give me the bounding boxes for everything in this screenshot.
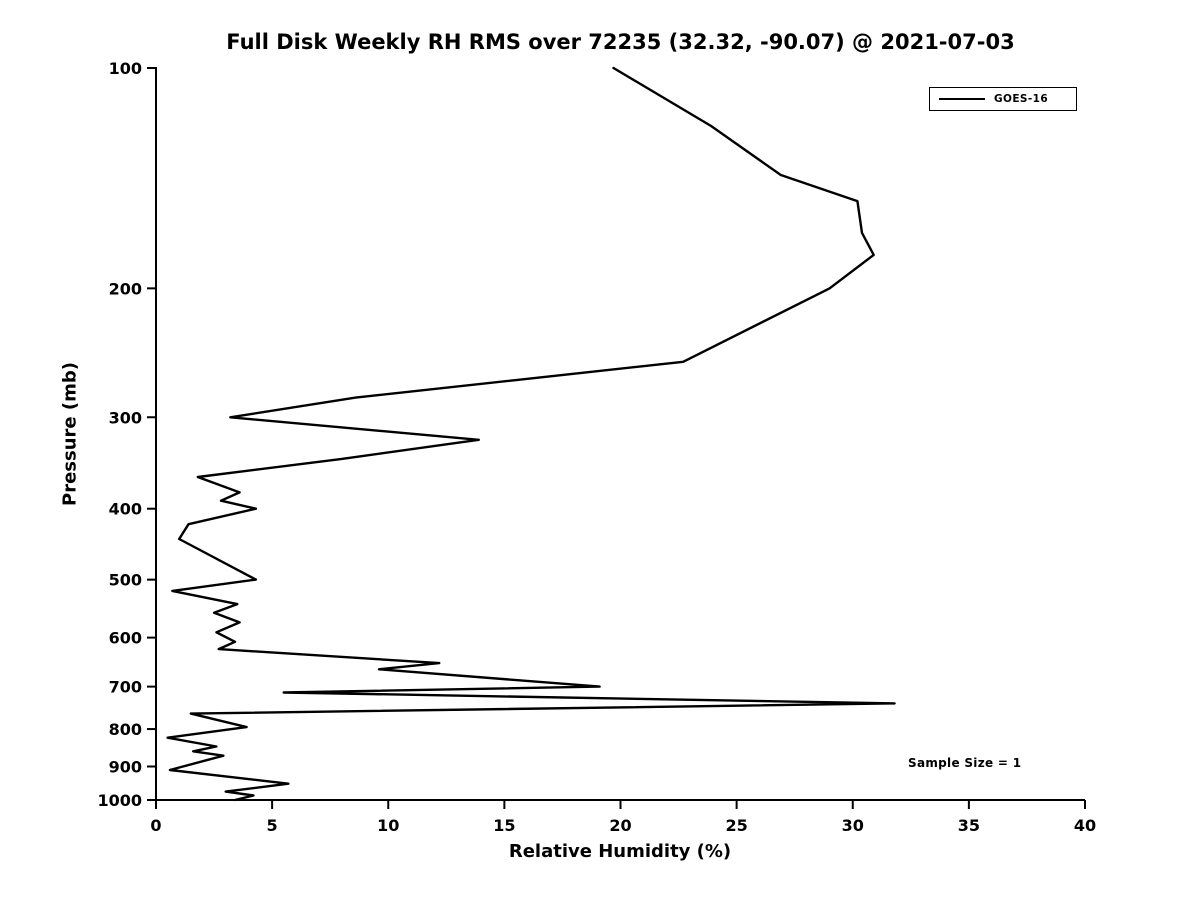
sample-size-annotation: Sample Size = 1: [908, 756, 1022, 770]
y-tick-label: 300: [109, 408, 142, 427]
y-tick-label: 900: [109, 758, 142, 777]
rh-rms-profile-line: [166, 66, 896, 802]
x-tick-label: 35: [958, 816, 980, 835]
x-tick-label: 5: [267, 816, 278, 835]
x-tick-label: 15: [493, 816, 515, 835]
x-tick-label: 10: [377, 816, 399, 835]
y-tick-label: 200: [109, 279, 142, 298]
x-tick-label: 30: [842, 816, 864, 835]
legend-label: GOES-16: [994, 93, 1049, 105]
y-tick-label: 100: [109, 59, 142, 78]
x-tick-label: 20: [609, 816, 631, 835]
legend-line-sample: [939, 98, 985, 100]
x-axis-label: Relative Humidity (%): [508, 841, 732, 862]
y-tick-label: 500: [109, 571, 142, 590]
x-tick-label: 40: [1074, 816, 1096, 835]
y-tick-label: 1000: [97, 791, 142, 810]
y-tick-label: 800: [109, 720, 142, 739]
y-axis-label: Pressure (mb): [59, 362, 81, 506]
y-tick-label: 600: [109, 629, 142, 648]
x-tick-label: 0: [150, 816, 161, 835]
chart-title: Full Disk Weekly RH RMS over 72235 (32.3…: [226, 30, 1015, 54]
x-tick-label: 25: [725, 816, 747, 835]
y-tick-label: 400: [109, 500, 142, 519]
y-tick-label: 700: [109, 678, 142, 697]
legend: GOES-16: [929, 87, 1077, 111]
